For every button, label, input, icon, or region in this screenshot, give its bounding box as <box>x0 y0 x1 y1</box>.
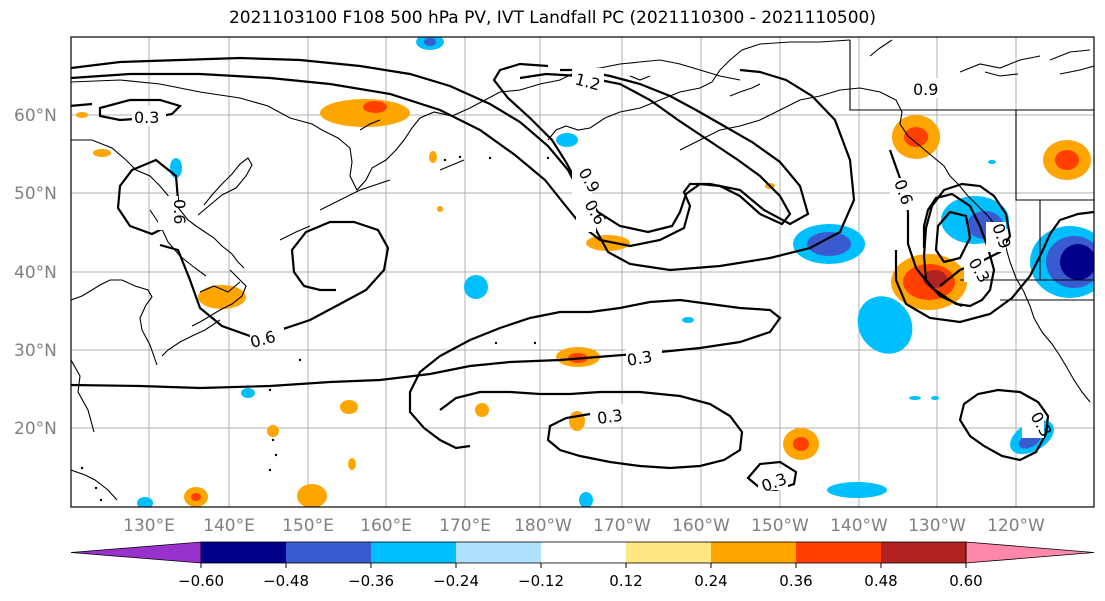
lon-label: 140°E <box>203 516 255 536</box>
colorbar-tick-label: −0.12 <box>518 572 564 590</box>
colorbar-segment <box>881 542 966 563</box>
shade-blob <box>556 133 578 147</box>
shade-blob <box>320 99 410 127</box>
pv-contours <box>71 56 1094 492</box>
shade-blob <box>137 497 153 507</box>
shade-blob <box>857 296 913 354</box>
lon-label: 160°E <box>360 516 412 536</box>
islands <box>80 155 622 502</box>
colorbar-segment <box>286 542 371 563</box>
shade-blob <box>241 388 255 398</box>
lon-label: 180°W <box>514 516 572 536</box>
colorbar-segment <box>201 542 286 563</box>
lon-label: 150°W <box>751 516 809 536</box>
colorbar-tick-label: −0.60 <box>178 572 224 590</box>
map-title: 2021103100 F108 500 hPa PV, IVT Landfall… <box>228 8 876 28</box>
contour-label: 0.3 <box>596 406 624 428</box>
shade-blob <box>793 437 809 451</box>
shade-blob <box>363 101 387 113</box>
shade-blob <box>827 482 887 498</box>
colorbar: −0.60 −0.48 −0.36 −0.24 −0.12 0.12 0.24 … <box>70 541 1095 590</box>
contour-label: 0.9 <box>913 80 938 99</box>
shade-blob <box>931 396 939 400</box>
shade-blob <box>909 396 921 400</box>
contour-label-group: 0.3 0.6 0.6 1.2 0.9 0.6 0.9 0.6 0.9 0.3 … <box>132 68 1056 496</box>
shade-blob <box>340 400 358 414</box>
lon-label: 150°E <box>282 516 334 536</box>
contour-label: 0.3 <box>625 347 653 370</box>
shade-blob <box>569 411 585 431</box>
colorbar-segment <box>371 542 456 563</box>
shade-blob <box>586 235 630 251</box>
colorbar-segment <box>711 542 796 563</box>
lon-label: 170°E <box>439 516 491 536</box>
colorbar-tick-label: 0.60 <box>949 572 982 590</box>
colorbar-frame <box>200 541 967 564</box>
shade-blob <box>76 112 88 118</box>
shade-blob <box>988 160 996 164</box>
shade-blob <box>437 206 443 212</box>
colorbar-segment <box>965 541 1095 564</box>
shade-blob <box>424 38 436 46</box>
lon-label: 160°W <box>672 516 730 536</box>
shade-blob <box>682 317 694 323</box>
latitude-labels: 60°N 50°N 40°N 30°N 20°N <box>14 106 57 439</box>
shade-blob <box>348 458 356 470</box>
colorbar-tick-label: −0.24 <box>433 572 479 590</box>
colorbar-segment <box>796 542 881 563</box>
lon-label: 130°E <box>123 516 175 536</box>
colorbar-segment <box>70 541 202 564</box>
colorbar-tick-label: 0.36 <box>779 572 812 590</box>
lon-label: 140°W <box>830 516 888 536</box>
colorbar-tick-label: −0.48 <box>263 572 309 590</box>
shade-blob <box>297 484 327 507</box>
lon-label: 170°W <box>593 516 651 536</box>
contour-label: 0.6 <box>170 199 189 224</box>
colorbar-tick-label: 0.48 <box>864 572 897 590</box>
colorbar-tick-label: 0.24 <box>694 572 727 590</box>
lat-label: 60°N <box>14 106 57 126</box>
colorbar-tick-label: −0.36 <box>348 572 394 590</box>
shade-blob <box>93 149 111 157</box>
shade-blob <box>904 127 928 147</box>
lat-label: 20°N <box>14 419 57 439</box>
shade-blob <box>475 403 489 417</box>
shade-blob <box>1055 150 1079 170</box>
colorbar-segment <box>541 542 626 563</box>
shade-blob <box>1060 244 1094 280</box>
coastlines <box>71 39 1094 501</box>
lat-label: 40°N <box>14 263 57 283</box>
shade-blob <box>198 285 246 309</box>
colorbar-ticks <box>200 563 967 568</box>
longitude-labels: 130°E 140°E 150°E 160°E 170°E 180°W 170°… <box>123 516 1045 536</box>
shade-blob <box>191 493 201 501</box>
shade-blob <box>579 492 593 507</box>
contour-label: 0.3 <box>134 108 159 127</box>
colorbar-segment <box>456 542 541 563</box>
lat-label: 30°N <box>14 341 57 361</box>
map-frame <box>70 36 1095 508</box>
shade-blob <box>429 151 437 163</box>
colorbar-tick-label: 0.12 <box>609 572 642 590</box>
lat-label: 50°N <box>14 184 57 204</box>
shade-blob <box>807 232 851 256</box>
lon-label: 120°W <box>987 516 1045 536</box>
shade-blob <box>464 275 488 299</box>
colorbar-segment <box>626 542 711 563</box>
lon-label: 130°W <box>908 516 966 536</box>
shade-blob <box>267 425 279 437</box>
